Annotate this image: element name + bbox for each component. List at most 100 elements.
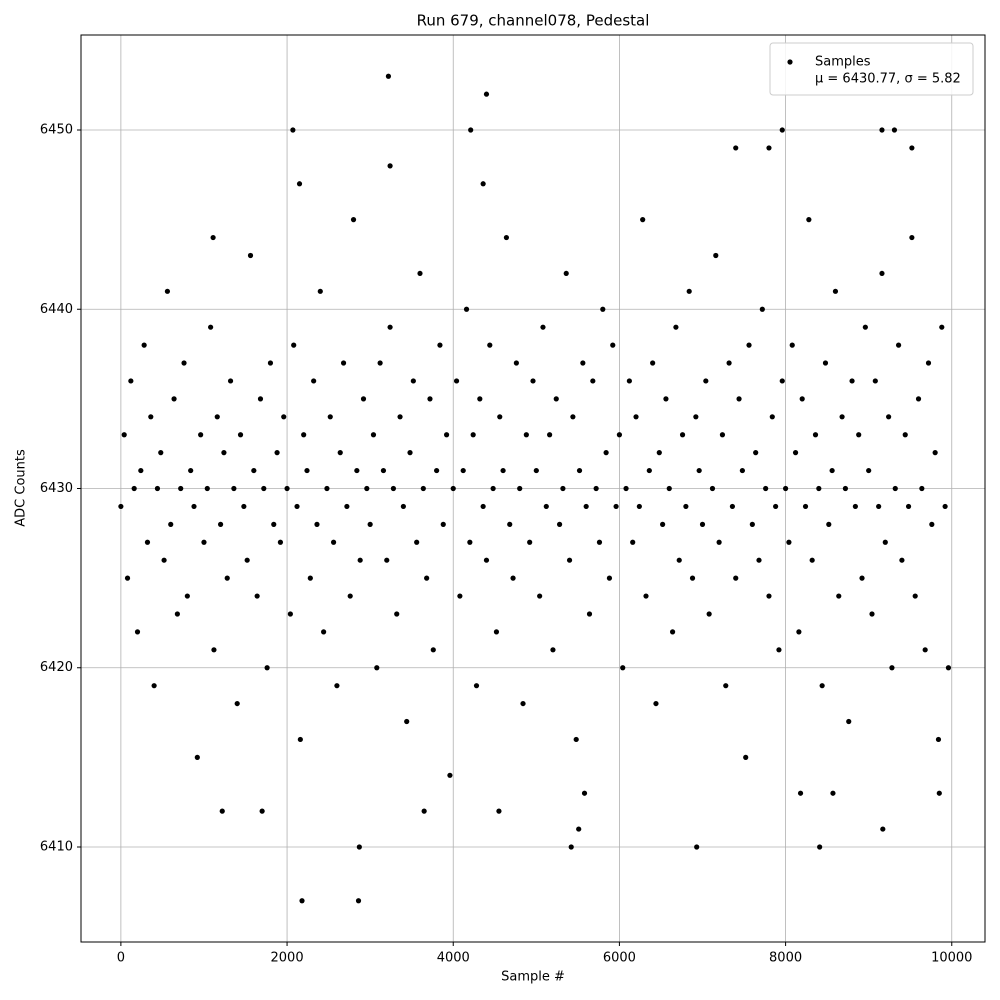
point <box>297 736 303 743</box>
point <box>330 539 337 545</box>
x-axis-label: Sample # <box>501 970 565 985</box>
point <box>817 844 823 850</box>
point <box>826 521 832 527</box>
point <box>809 557 815 563</box>
point <box>620 665 626 671</box>
point <box>676 557 682 563</box>
point <box>590 378 596 384</box>
point <box>219 808 225 814</box>
point <box>646 467 652 474</box>
point <box>899 557 905 563</box>
point <box>174 611 180 617</box>
point <box>723 683 729 689</box>
point <box>347 593 353 599</box>
point <box>630 539 636 545</box>
point <box>879 270 885 277</box>
point <box>789 342 795 348</box>
point <box>340 360 347 366</box>
point <box>151 683 157 689</box>
point <box>354 467 360 474</box>
point <box>204 485 210 492</box>
point <box>517 485 523 492</box>
point <box>862 324 868 330</box>
point <box>191 503 197 510</box>
y-axis-label: ADC Counts <box>14 449 29 527</box>
point <box>390 485 397 492</box>
point <box>294 503 300 510</box>
point <box>430 647 436 653</box>
point <box>689 575 696 581</box>
point <box>523 432 529 438</box>
x-tick-label: 6000 <box>603 951 636 966</box>
point <box>935 736 942 743</box>
point <box>776 647 782 653</box>
point <box>540 324 546 330</box>
point <box>231 485 237 492</box>
chart-title: Run 679, channel078, Pedestal <box>417 12 650 30</box>
point <box>357 557 363 563</box>
point <box>719 432 726 438</box>
point <box>919 485 925 492</box>
point <box>360 396 367 402</box>
point <box>779 127 785 133</box>
point <box>596 539 603 545</box>
y-tick-label: 6430 <box>40 481 73 496</box>
point <box>257 396 264 402</box>
point <box>882 539 888 545</box>
point <box>872 378 878 384</box>
point <box>537 593 543 599</box>
x-tick-label: 2000 <box>271 951 304 966</box>
x-tick-label: 8000 <box>769 951 802 966</box>
point <box>816 485 822 492</box>
point <box>158 450 164 456</box>
point <box>327 414 333 420</box>
y-tick-label: 6440 <box>40 302 73 317</box>
plot-area: 0 2000 4000 6000 8000 10000 6410 6420 6430 6440 64… <box>40 34 986 966</box>
point <box>321 629 327 635</box>
point <box>500 467 506 474</box>
point <box>364 485 370 492</box>
point <box>743 754 749 760</box>
point <box>802 503 809 510</box>
point <box>287 611 293 617</box>
point <box>184 593 190 599</box>
point <box>880 826 886 832</box>
point <box>586 611 593 617</box>
point <box>822 360 829 366</box>
point <box>178 485 184 492</box>
point <box>643 593 649 599</box>
point <box>211 647 217 653</box>
point <box>367 521 373 527</box>
point <box>583 503 589 510</box>
point <box>533 467 539 474</box>
point <box>796 629 802 635</box>
point <box>234 700 240 707</box>
point <box>581 790 588 796</box>
point <box>291 342 297 348</box>
point <box>168 521 174 527</box>
point <box>404 718 410 725</box>
point <box>929 521 935 527</box>
point <box>749 521 755 527</box>
point <box>547 432 553 438</box>
point <box>141 342 147 348</box>
point <box>301 432 307 438</box>
point <box>453 378 460 384</box>
point <box>942 503 948 510</box>
point <box>520 700 526 707</box>
point <box>370 432 377 438</box>
point <box>251 467 257 474</box>
point <box>830 790 836 796</box>
point <box>593 485 599 492</box>
point <box>208 324 214 330</box>
point <box>713 252 719 259</box>
point <box>829 467 835 474</box>
point <box>666 485 672 492</box>
point <box>683 503 689 510</box>
point <box>424 575 430 581</box>
point <box>374 665 380 671</box>
point <box>892 485 898 492</box>
point <box>797 790 804 796</box>
